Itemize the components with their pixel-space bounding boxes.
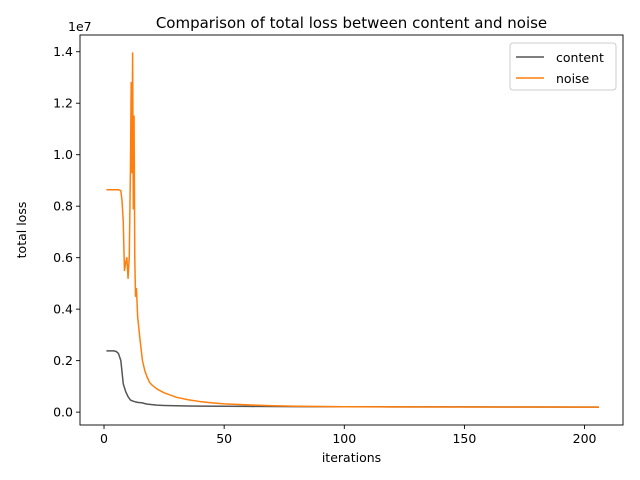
- legend: content noise: [509, 42, 617, 91]
- y-tick-label: 0.6: [53, 250, 73, 265]
- y-tick-label: 1.2: [53, 96, 73, 111]
- series-line-noise: [106, 52, 599, 408]
- y-tick-label: 1.4: [53, 44, 73, 59]
- x-axis-ticks: 0 50 100 150 200: [100, 425, 597, 446]
- x-tick-label: 50: [216, 431, 232, 446]
- y-axis-ticks: 0.0 0.2 0.4 0.6 0.8 1.0 1.2 1.4: [53, 44, 80, 420]
- y-axis-scale-label: 1e7: [68, 19, 92, 34]
- y-axis-label: total loss: [14, 202, 29, 259]
- chart-title: Comparison of total loss between content…: [156, 14, 547, 32]
- axes-frame: [79, 34, 624, 426]
- y-tick-label: 0.0: [53, 405, 73, 420]
- legend-label-content: content: [556, 50, 604, 65]
- plot-area: [79, 34, 624, 426]
- x-axis-label: iterations: [322, 450, 381, 465]
- x-tick-label: 150: [452, 431, 476, 446]
- y-tick-label: 1.0: [53, 147, 73, 162]
- x-tick-label: 100: [332, 431, 356, 446]
- x-tick-label: 0: [100, 431, 108, 446]
- legend-label-noise: noise: [556, 71, 590, 86]
- x-tick-label: 200: [573, 431, 597, 446]
- y-tick-label: 0.4: [53, 302, 73, 317]
- y-tick-label: 0.8: [53, 199, 73, 214]
- y-tick-label: 0.2: [53, 353, 73, 368]
- series-layer: [106, 52, 599, 408]
